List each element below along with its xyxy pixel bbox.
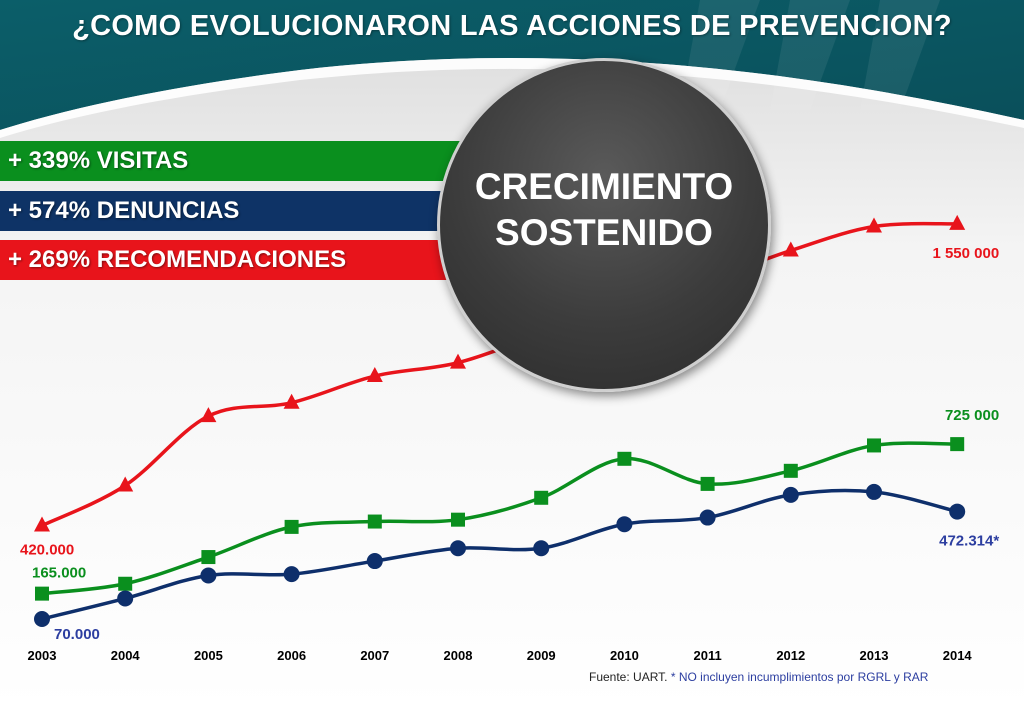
data-point-denuncias [366, 553, 383, 570]
data-point-visitas [950, 437, 965, 452]
series-line-visitas [41, 441, 958, 596]
data-label-last-recomendaciones: 1 550 000 [932, 245, 999, 262]
data-point-visitas [867, 438, 881, 453]
data-label-last-denuncias: 472.314* [939, 533, 999, 550]
data-point-denuncias [34, 611, 50, 627]
x-tick-label: 2005 [194, 648, 223, 663]
data-point-recomendaciones [283, 393, 300, 409]
footnote-source: Fuente: UART. [589, 670, 668, 684]
data-point-denuncias [866, 483, 882, 500]
circle-caption: CRECIMIENTO SOSTENIDO [437, 164, 771, 256]
data-point-denuncias [283, 566, 300, 583]
x-tick-label: 2011 [693, 648, 721, 663]
data-label-first-visitas: 165.000 [32, 565, 86, 582]
data-point-visitas [118, 576, 133, 591]
data-point-recomendaciones [366, 367, 383, 383]
data-point-denuncias [616, 516, 633, 533]
data-point-recomendaciones [782, 241, 799, 257]
data-label-first-denuncias: 70.000 [54, 626, 100, 643]
data-point-visitas [783, 463, 798, 478]
circle-line-2: SOSTENIDO [495, 212, 713, 253]
x-tick-label: 2006 [277, 648, 306, 663]
footnote: Fuente: UART. * NO incluyen incumplimien… [589, 670, 928, 684]
stat-denuncias: + 574% DENUNCIAS [0, 191, 470, 231]
x-tick-label: 2008 [444, 648, 473, 663]
data-point-recomendaciones [949, 214, 966, 230]
stat-recomendaciones: + 269% RECOMENDACIONES [0, 240, 470, 280]
x-tick-label: 2010 [610, 648, 639, 663]
series-line-denuncias [41, 488, 958, 621]
x-tick-label: 2012 [776, 648, 805, 663]
data-point-denuncias [782, 486, 799, 503]
data-point-recomendaciones [34, 516, 50, 532]
data-point-recomendaciones [866, 217, 882, 233]
x-tick-label: 2004 [111, 648, 141, 663]
data-point-recomendaciones [450, 353, 466, 369]
data-point-visitas [534, 490, 549, 505]
highlight-circle [437, 58, 771, 392]
data-point-denuncias [949, 503, 966, 520]
data-point-visitas [284, 519, 299, 534]
data-point-denuncias [699, 509, 716, 526]
data-point-denuncias [117, 590, 134, 607]
data-point-visitas [617, 451, 632, 466]
stat-visitas: + 339% VISITAS [0, 141, 470, 181]
x-tick-label: 2003 [28, 648, 57, 663]
footnote-note: * NO incluyen incumplimientos por RGRL y… [667, 670, 929, 684]
x-tick-label: 2013 [860, 648, 889, 663]
x-tick-label: 2014 [943, 648, 973, 663]
data-point-denuncias [200, 567, 217, 584]
data-point-visitas [367, 514, 382, 529]
data-point-visitas [700, 476, 715, 491]
data-label-last-visitas: 725 000 [945, 407, 999, 424]
x-tick-label: 2007 [360, 648, 389, 663]
data-point-visitas [35, 586, 49, 601]
data-point-denuncias [533, 540, 550, 557]
data-point-denuncias [450, 540, 466, 557]
data-label-first-recomendaciones: 420.000 [20, 542, 74, 559]
data-point-visitas [451, 512, 465, 527]
data-point-recomendaciones [117, 476, 134, 492]
data-point-recomendaciones [200, 407, 217, 423]
page-title: ¿COMO EVOLUCIONARON LAS ACCIONES DE PREV… [72, 10, 952, 42]
x-tick-label: 2009 [527, 648, 556, 663]
data-point-visitas [201, 550, 216, 565]
circle-line-1: CRECIMIENTO [474, 166, 734, 207]
